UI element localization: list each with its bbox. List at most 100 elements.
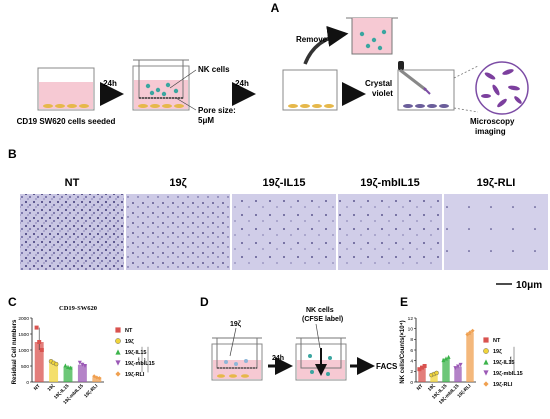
chart-e-category-label: NT <box>416 383 425 392</box>
chart-c-sig-label: ** <box>143 358 148 362</box>
well-coculture <box>211 337 263 381</box>
chart-e-point <box>422 364 427 368</box>
legend-e-marker <box>483 359 489 365</box>
chart-e-bar <box>430 374 438 382</box>
chart-e-point <box>446 354 451 359</box>
micrograph-nt <box>20 194 124 270</box>
chart-c-title: CD19-SW620 <box>59 305 97 312</box>
chart-e-bar <box>466 332 474 382</box>
well-transwell <box>132 59 190 111</box>
legend-c-label: 19ζ <box>125 339 134 345</box>
chart-c-ytick-label: 2000 <box>18 316 29 322</box>
chart-e-ylabel: NK cells/Counts(×10⁴) <box>400 320 406 383</box>
chart-c-ylabel: Residual Cell numbers <box>12 319 18 384</box>
chart-c-ytick-label: 0 <box>26 380 29 386</box>
chart-c-ytick-label: 500 <box>21 364 29 370</box>
chart-e-point <box>417 367 422 372</box>
chart-e-point <box>420 365 424 370</box>
micrograph-label-19z-il15: 19ζ-IL15 <box>263 177 306 189</box>
chart-c-point <box>66 364 70 369</box>
chart-e-bar <box>418 367 426 382</box>
well-nk-migrated <box>295 337 347 381</box>
micrograph-19z-mbil15 <box>338 194 442 270</box>
chart-e-ytick-label: 2 <box>410 369 413 375</box>
well-after-removal <box>282 69 338 111</box>
d-readout: FACS <box>376 362 398 371</box>
legend-e-marker <box>483 370 489 376</box>
chart-e-ytick-label: 8 <box>410 337 413 343</box>
step2-time: 24h <box>235 79 249 88</box>
chart-e-point <box>434 370 439 376</box>
pore-pointer <box>175 97 197 111</box>
chart-c-point <box>54 361 59 367</box>
chart-e-sig-label: **** <box>509 356 514 363</box>
legend-e: NT 19ζ 19ζ-IL15 19ζ-mbIL15 19ζ-RLI <box>483 337 523 388</box>
legend-c: NT 19ζ 19ζ-IL15 19ζ-mbIL15 19ζ-RLI <box>115 327 155 378</box>
chart-c-sig-label: *** <box>137 357 142 362</box>
imaging-label-1: Microscopy <box>470 117 515 126</box>
well-seeded <box>37 67 95 111</box>
legend-c-marker <box>115 338 121 344</box>
chart-e-point <box>444 356 448 361</box>
microscopy-zoom <box>475 61 529 115</box>
chart-c-point <box>37 340 42 344</box>
chart-e-bar <box>454 366 462 382</box>
panel-label-b: B <box>8 147 17 161</box>
zoom-line-1 <box>453 65 479 79</box>
chart-e-ytick-label: 10 <box>408 326 414 332</box>
chart-c-bar <box>92 377 102 382</box>
micrograph-label-19z-mbil15: 19ζ-mbIL15 <box>360 177 419 189</box>
chart-c-ytick-label: 1000 <box>18 348 29 354</box>
chart-c-point <box>68 365 73 370</box>
chart-c-point <box>34 325 39 330</box>
micrograph-label-19z: 19ζ <box>169 177 186 189</box>
pore-label-2: 5μM <box>198 116 214 125</box>
nk-pointer <box>169 69 197 89</box>
chart-e-point <box>470 328 475 333</box>
imaging-label-2: imaging <box>475 127 506 136</box>
legend-e-marker <box>483 337 489 343</box>
remove-arrow <box>303 25 349 65</box>
chart-e-bar <box>442 358 450 382</box>
legend-c-marker <box>115 349 121 355</box>
legend-c-label: 19ζ-RLI <box>125 372 145 378</box>
car-pointer <box>229 327 237 357</box>
step1-time: 24h <box>103 79 117 88</box>
chart-e-ytick-label: 12 <box>408 316 414 322</box>
chart-e-ytick-label: 0 <box>410 380 413 386</box>
panel-label-a: A <box>271 1 280 15</box>
micrograph-19z-il15 <box>232 194 336 270</box>
chart-c-point <box>83 364 87 368</box>
crystal-label-1: Crystal <box>365 79 392 88</box>
micrograph-label-19z-rli: 19ζ-RLI <box>477 177 516 189</box>
legend-c-label: 19ζ-mbIL15 <box>125 361 155 367</box>
chart-c-point <box>80 362 85 367</box>
nk-pointer-d <box>315 323 321 349</box>
chart-e-ytick-label: 4 <box>410 358 413 364</box>
micrograph-label-nt: NT <box>65 177 80 189</box>
chart-c-bar <box>63 366 73 382</box>
scale-bar-label: 10μm <box>516 280 542 291</box>
zoom-line-2 <box>453 107 479 113</box>
chart-c-bar <box>49 362 59 382</box>
d-car-label: 19ζ <box>230 321 242 328</box>
panel-label-d: D <box>200 295 209 309</box>
chart-c-ytick-label: 1500 <box>18 332 29 338</box>
chart-e-point <box>465 332 470 337</box>
chart-e-category-label: 19ζ <box>427 383 437 393</box>
legend-c-label: NT <box>125 328 133 334</box>
dropper-icon <box>398 61 431 95</box>
legend-e-label: 19ζ-IL15 <box>493 360 515 366</box>
legend-e-marker <box>483 348 489 354</box>
chart-c-category-label: 19ζ-RLI <box>83 383 100 400</box>
panel-label-c: C <box>8 295 17 309</box>
crystal-label-2: violet <box>372 89 393 98</box>
legend-e-marker <box>483 381 489 387</box>
chart-c-bar <box>34 342 44 382</box>
legend-e-label: NT <box>493 338 501 344</box>
chart-c-point <box>39 348 44 352</box>
seeded-label: CD19 SW620 cells seeded <box>17 117 116 126</box>
chart-c-point <box>97 376 102 381</box>
nk-label: NK cells <box>198 65 230 74</box>
